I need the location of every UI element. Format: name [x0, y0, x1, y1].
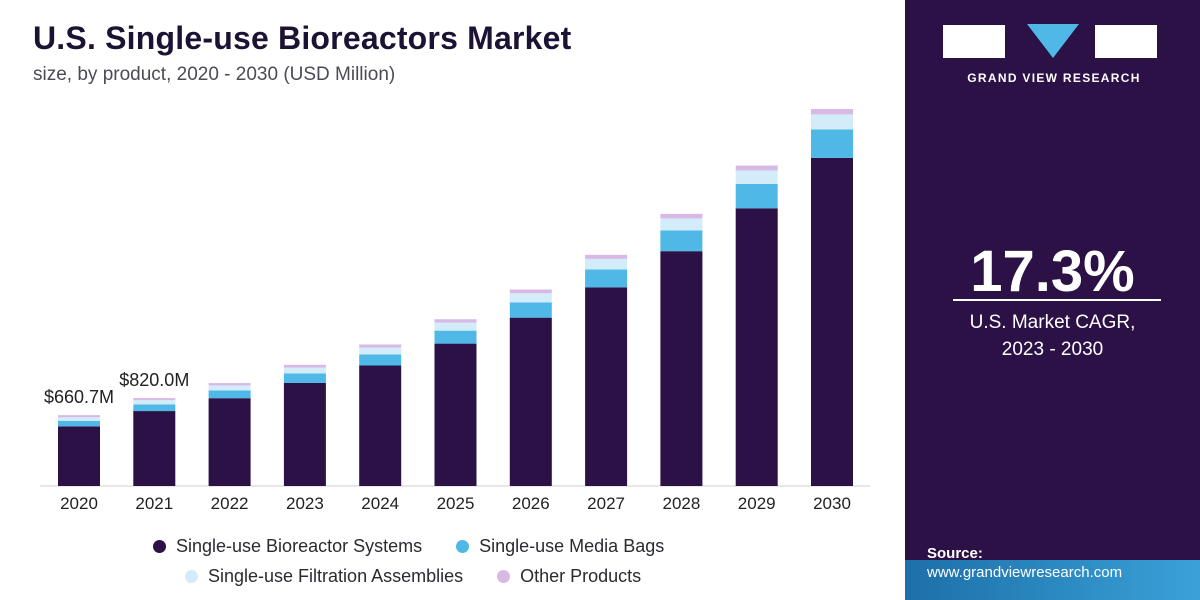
bar-single-use-filtration-assemblies-2025	[434, 322, 477, 331]
legend-item-media-bags: Single-use Media Bags	[456, 536, 664, 557]
legend-label-other-products: Other Products	[520, 566, 642, 586]
bar-single-use-bioreactor-systems-2024	[359, 365, 402, 486]
bar-single-use-media-bags-2029	[735, 183, 778, 209]
chart-area: U.S. Single-use Bioreactors Market size,…	[33, 20, 870, 587]
bar-other-products-2023	[283, 364, 326, 368]
bar-single-use-media-bags-2022	[208, 390, 251, 399]
x-tick-label-2024: 2024	[361, 494, 399, 513]
bar-single-use-bioreactor-systems-2028	[660, 251, 703, 486]
cagr-value: 17.3%	[970, 239, 1135, 304]
legend-label-filtration-assemblies: Single-use Filtration Assemblies	[208, 566, 464, 586]
data-label-2021: $820.0M	[119, 370, 189, 390]
bar-single-use-media-bags-2025	[434, 330, 477, 344]
bar-single-use-media-bags-2021	[133, 404, 176, 412]
bar-single-use-media-bags-2027	[585, 269, 628, 288]
legend-label-media-bags: Single-use Media Bags	[479, 536, 665, 556]
chart-title: U.S. Single-use Bioreactors Market	[33, 20, 572, 56]
bar-single-use-media-bags-2030	[811, 129, 853, 158]
x-tick-label-2026: 2026	[512, 494, 550, 513]
bar-single-use-bioreactor-systems-2023	[283, 382, 326, 486]
bar-single-use-media-bags-2020	[58, 420, 100, 427]
source-url[interactable]: www.grandviewresearch.com	[927, 564, 1123, 581]
x-tick-label-2029: 2029	[738, 494, 776, 513]
bar-single-use-filtration-assemblies-2024	[359, 347, 402, 355]
bar-other-products-2026	[509, 289, 552, 294]
bar-single-use-filtration-assemblies-2027	[585, 258, 628, 270]
legend-row-2: Single-use Filtration Assemblies Other P…	[185, 566, 641, 587]
chart-subtitle: size, by product, 2020 - 2030 (USD Milli…	[33, 64, 396, 85]
source-band	[905, 560, 1200, 600]
bar-single-use-filtration-assemblies-2020	[58, 417, 100, 421]
bar-single-use-bioreactor-systems-2026	[509, 317, 552, 486]
x-tick-label-2020: 2020	[60, 494, 98, 513]
grand-view-research-logo: GRAND VIEW RESEARCH	[943, 22, 1165, 88]
logo-left-block	[943, 25, 1005, 58]
legend-item-filtration-assemblies: Single-use Filtration Assemblies	[185, 566, 463, 587]
legend-item-bioreactor-systems: Single-use Bioreactor Systems	[153, 536, 422, 557]
bar-single-use-filtration-assemblies-2028	[660, 218, 703, 231]
legend-swatch-media-bags	[456, 540, 470, 553]
bar-single-use-bioreactor-systems-2029	[735, 208, 778, 487]
x-tick-label-2021: 2021	[135, 494, 173, 513]
bar-single-use-filtration-assemblies-2029	[735, 170, 778, 184]
bar-single-use-media-bags-2023	[283, 373, 326, 383]
legend-swatch-bioreactor-systems	[153, 540, 166, 553]
x-tick-label-2030: 2030	[813, 494, 851, 513]
bar-other-products-2027	[585, 254, 628, 259]
x-tick-label-2028: 2028	[662, 494, 700, 513]
bar-other-products-2022	[208, 383, 251, 386]
bar-single-use-bioreactor-systems-2027	[585, 287, 628, 486]
bar-single-use-media-bags-2024	[359, 354, 402, 366]
logo-right-block	[1095, 25, 1157, 58]
x-tick-label-2027: 2027	[587, 494, 625, 513]
bar-single-use-filtration-assemblies-2023	[283, 367, 326, 374]
x-tick-label-2023: 2023	[286, 494, 324, 513]
legend-swatch-filtration-assemblies	[185, 570, 198, 583]
x-tick-label-2022: 2022	[211, 494, 249, 513]
bar-single-use-filtration-assemblies-2022	[208, 385, 251, 391]
bar-single-use-bioreactor-systems-2025	[434, 343, 477, 486]
cagr-panel: GRAND VIEW RESEARCH 17.3% U.S. Market CA…	[905, 0, 1200, 600]
legend-swatch-other-products	[497, 570, 511, 583]
data-label-2020: $660.7M	[44, 387, 114, 407]
legend-row-1: Single-use Bioreactor Systems Single-use…	[153, 536, 664, 557]
cagr-divider	[953, 299, 1161, 301]
bar-other-products-2024	[359, 344, 402, 348]
source: Source: www.grandviewresearch.com	[927, 544, 1122, 582]
bar-single-use-bioreactor-systems-2020	[58, 426, 100, 486]
bar-single-use-bioreactor-systems-2030	[811, 157, 853, 486]
bar-other-products-2020	[58, 415, 100, 418]
bar-single-use-filtration-assemblies-2030	[811, 114, 853, 130]
bar-single-use-bioreactor-systems-2021	[133, 411, 176, 486]
bar-other-products-2030	[811, 109, 853, 115]
bar-other-products-2021	[133, 398, 176, 401]
bar-other-products-2028	[660, 213, 703, 219]
x-tick-label-2025: 2025	[437, 494, 475, 513]
source-title: Source:	[927, 545, 983, 562]
bar-single-use-filtration-assemblies-2026	[509, 293, 552, 303]
bar-other-products-2029	[735, 165, 778, 171]
logo-text: GRAND VIEW RESEARCH	[967, 71, 1141, 85]
bar-single-use-bioreactor-systems-2022	[208, 398, 251, 486]
legend-label-bioreactor-systems: Single-use Bioreactor Systems	[176, 536, 423, 556]
cagr-label: U.S. Market CAGR, 2023 - 2030	[905, 309, 1200, 363]
stacked-bar-chart: 2020 2021 2022 2023 2024 2025 2026 2027 2028 2029…	[40, 109, 870, 513]
bar-single-use-media-bags-2028	[660, 230, 703, 252]
legend-item-other-products: Other Products	[497, 566, 641, 587]
logo-triangle-icon	[1027, 24, 1079, 58]
bar-single-use-media-bags-2026	[509, 302, 552, 318]
bar-other-products-2025	[434, 319, 477, 323]
cagr-label-line-1: U.S. Market CAGR,	[969, 312, 1136, 333]
bar-single-use-filtration-assemblies-2021	[133, 400, 176, 405]
cagr-label-line-2: 2023 - 2030	[1001, 339, 1104, 360]
